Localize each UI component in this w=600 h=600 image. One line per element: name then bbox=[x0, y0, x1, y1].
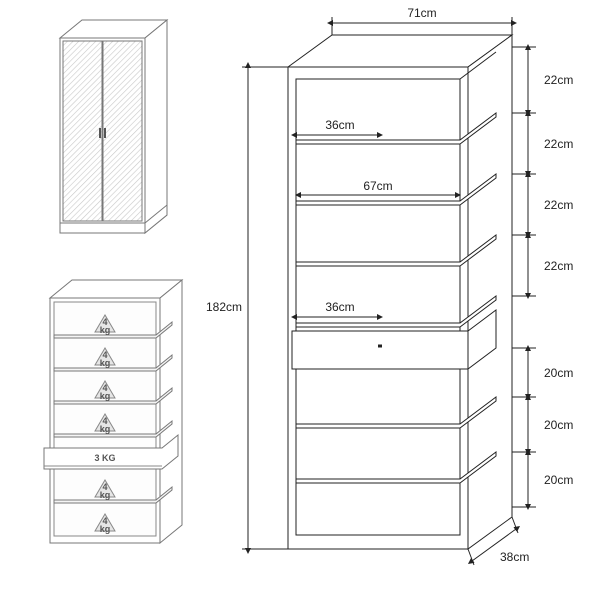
dim-gap: 22cm bbox=[544, 73, 573, 87]
drawer-weight-label: 3 KG bbox=[94, 453, 115, 463]
main-dimension-view: 71cm 182cm 38cm 67cm 36cm 36cm bbox=[206, 6, 573, 565]
door-left bbox=[63, 41, 102, 221]
load-capacity-view: 4kg 4kg 4kg 4kg 3 KG 4kg 4kg bbox=[44, 280, 182, 543]
dim-gap: 22cm bbox=[544, 259, 573, 273]
dim-height: 182cm bbox=[206, 300, 242, 314]
diagram-canvas: 4kg 4kg 4kg 4kg 3 KG 4kg 4kg bbox=[0, 0, 600, 600]
door-right bbox=[103, 41, 142, 221]
dim-gap: 22cm bbox=[544, 198, 573, 212]
dim-gap: 22cm bbox=[544, 137, 573, 151]
dim-half-1: 36cm bbox=[325, 118, 354, 132]
dim-gap: 20cm bbox=[544, 418, 573, 432]
dim-gap: 20cm bbox=[544, 366, 573, 380]
dim-depth: 38cm bbox=[500, 550, 529, 564]
dim-width: 71cm bbox=[407, 6, 436, 20]
dim-half-2: 36cm bbox=[325, 300, 354, 314]
shelf-gap-dims: 22cm 22cm 22cm 22cm 20cm 20cm 20cm bbox=[512, 47, 573, 515]
dim-inner-width: 67cm bbox=[363, 179, 392, 193]
closed-cabinet-view bbox=[60, 20, 167, 233]
dim-gap: 20cm bbox=[544, 473, 573, 487]
